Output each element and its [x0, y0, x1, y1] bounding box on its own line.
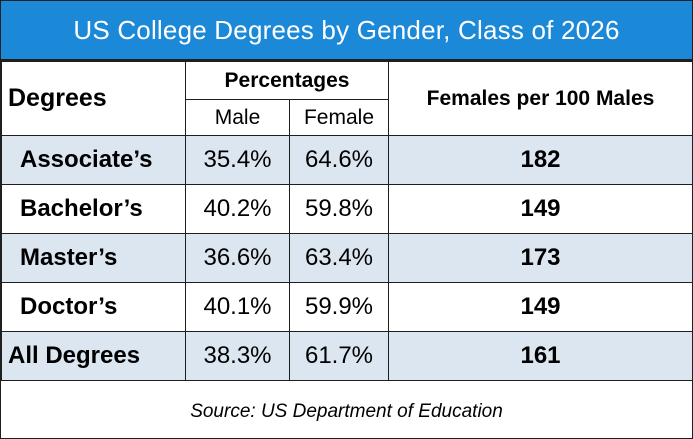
degree-name: All Degrees: [1, 331, 186, 381]
female-percent: 61.7%: [289, 331, 389, 381]
degrees-table: Degrees Percentages Females per 100 Male…: [1, 61, 693, 381]
male-percent: 38.3%: [185, 331, 290, 381]
degree-name: Bachelor’s: [1, 184, 186, 234]
females-per-100-males: 149: [388, 282, 693, 332]
female-percent: 63.4%: [289, 233, 389, 283]
male-percent: 40.2%: [185, 184, 290, 234]
females-per-100-males: 173: [388, 233, 693, 283]
header-degrees: Degrees: [1, 61, 186, 136]
table-row: Associate’s 35.4% 64.6% 182: [1, 135, 693, 185]
header-percentages: Percentages: [185, 61, 389, 100]
female-percent: 64.6%: [289, 135, 389, 185]
females-per-100-males: 161: [388, 331, 693, 381]
table-row: Bachelor’s 40.2% 59.8% 149: [1, 184, 693, 234]
table-row: Doctor’s 40.1% 59.9% 149: [1, 282, 693, 332]
female-percent: 59.8%: [289, 184, 389, 234]
male-percent: 35.4%: [185, 135, 290, 185]
degree-name: Doctor’s: [1, 282, 186, 332]
header-row-top: Degrees Percentages Females per 100 Male…: [1, 61, 693, 136]
degree-name: Associate’s: [1, 135, 186, 185]
table-title: US College Degrees by Gender, Class of 2…: [1, 1, 692, 61]
table-row-total: All Degrees 38.3% 61.7% 161: [1, 331, 693, 381]
degree-name: Master’s: [1, 233, 186, 283]
male-percent: 40.1%: [185, 282, 290, 332]
female-percent: 59.9%: [289, 282, 389, 332]
header-female: Female: [289, 99, 389, 136]
table-row: Master’s 36.6% 63.4% 173: [1, 233, 693, 283]
header-row-sub: Male Female: [2, 99, 693, 136]
male-percent: 36.6%: [185, 233, 290, 283]
females-per-100-males: 149: [388, 184, 693, 234]
header-male: Male: [185, 99, 290, 136]
header-females-per-100-males: Females per 100 Males: [388, 61, 693, 136]
females-per-100-males: 182: [388, 135, 693, 185]
source-note: Source: US Department of Education: [190, 401, 503, 422]
